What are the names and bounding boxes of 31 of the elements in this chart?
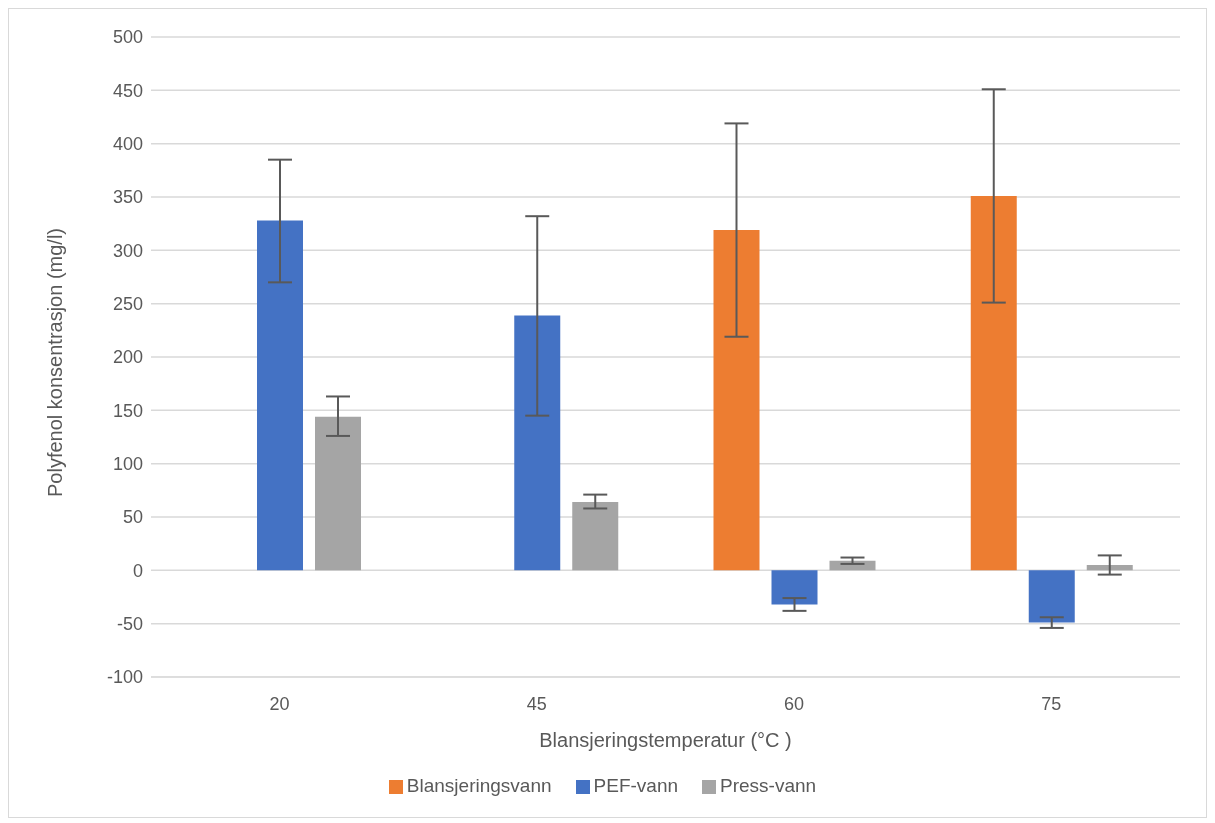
bar bbox=[970, 195, 1017, 571]
y-tick-label: 300 bbox=[112, 240, 143, 261]
bar bbox=[257, 220, 303, 571]
x-tick-label: 75 bbox=[1041, 693, 1062, 714]
y-tick-label: -100 bbox=[106, 667, 143, 688]
y-tick-label: 50 bbox=[122, 507, 143, 528]
x-tick-label: 60 bbox=[784, 693, 805, 714]
y-tick-label: 450 bbox=[112, 80, 143, 101]
bar bbox=[1086, 565, 1133, 571]
x-tick-label: 20 bbox=[269, 693, 290, 714]
y-tick-label: 100 bbox=[112, 454, 143, 475]
y-tick-label: 200 bbox=[112, 347, 143, 368]
x-axis-title: Blansjeringstemperatur (°C ) bbox=[539, 729, 792, 751]
legend-label: Press-vann bbox=[720, 775, 817, 796]
y-tick-label: 150 bbox=[112, 400, 143, 421]
x-tick-label: 45 bbox=[526, 693, 547, 714]
bar bbox=[771, 570, 818, 605]
y-tick-label: -50 bbox=[116, 614, 143, 635]
bar bbox=[572, 502, 619, 571]
y-tick-label: 350 bbox=[112, 187, 143, 208]
y-tick-label: 250 bbox=[112, 294, 143, 315]
bar bbox=[315, 416, 361, 571]
bar bbox=[1028, 570, 1075, 623]
bar bbox=[713, 230, 760, 571]
legend-label: Blansjeringsvann bbox=[406, 775, 552, 796]
y-tick-label: 400 bbox=[112, 134, 143, 155]
y-tick-label: 0 bbox=[132, 560, 143, 581]
bar bbox=[514, 315, 561, 571]
legend-label: PEF-vann bbox=[593, 775, 679, 796]
y-axis-title: Polyfenol konsentrasjon (mg/l) bbox=[44, 227, 67, 497]
y-tick-label: 500 bbox=[112, 27, 143, 48]
